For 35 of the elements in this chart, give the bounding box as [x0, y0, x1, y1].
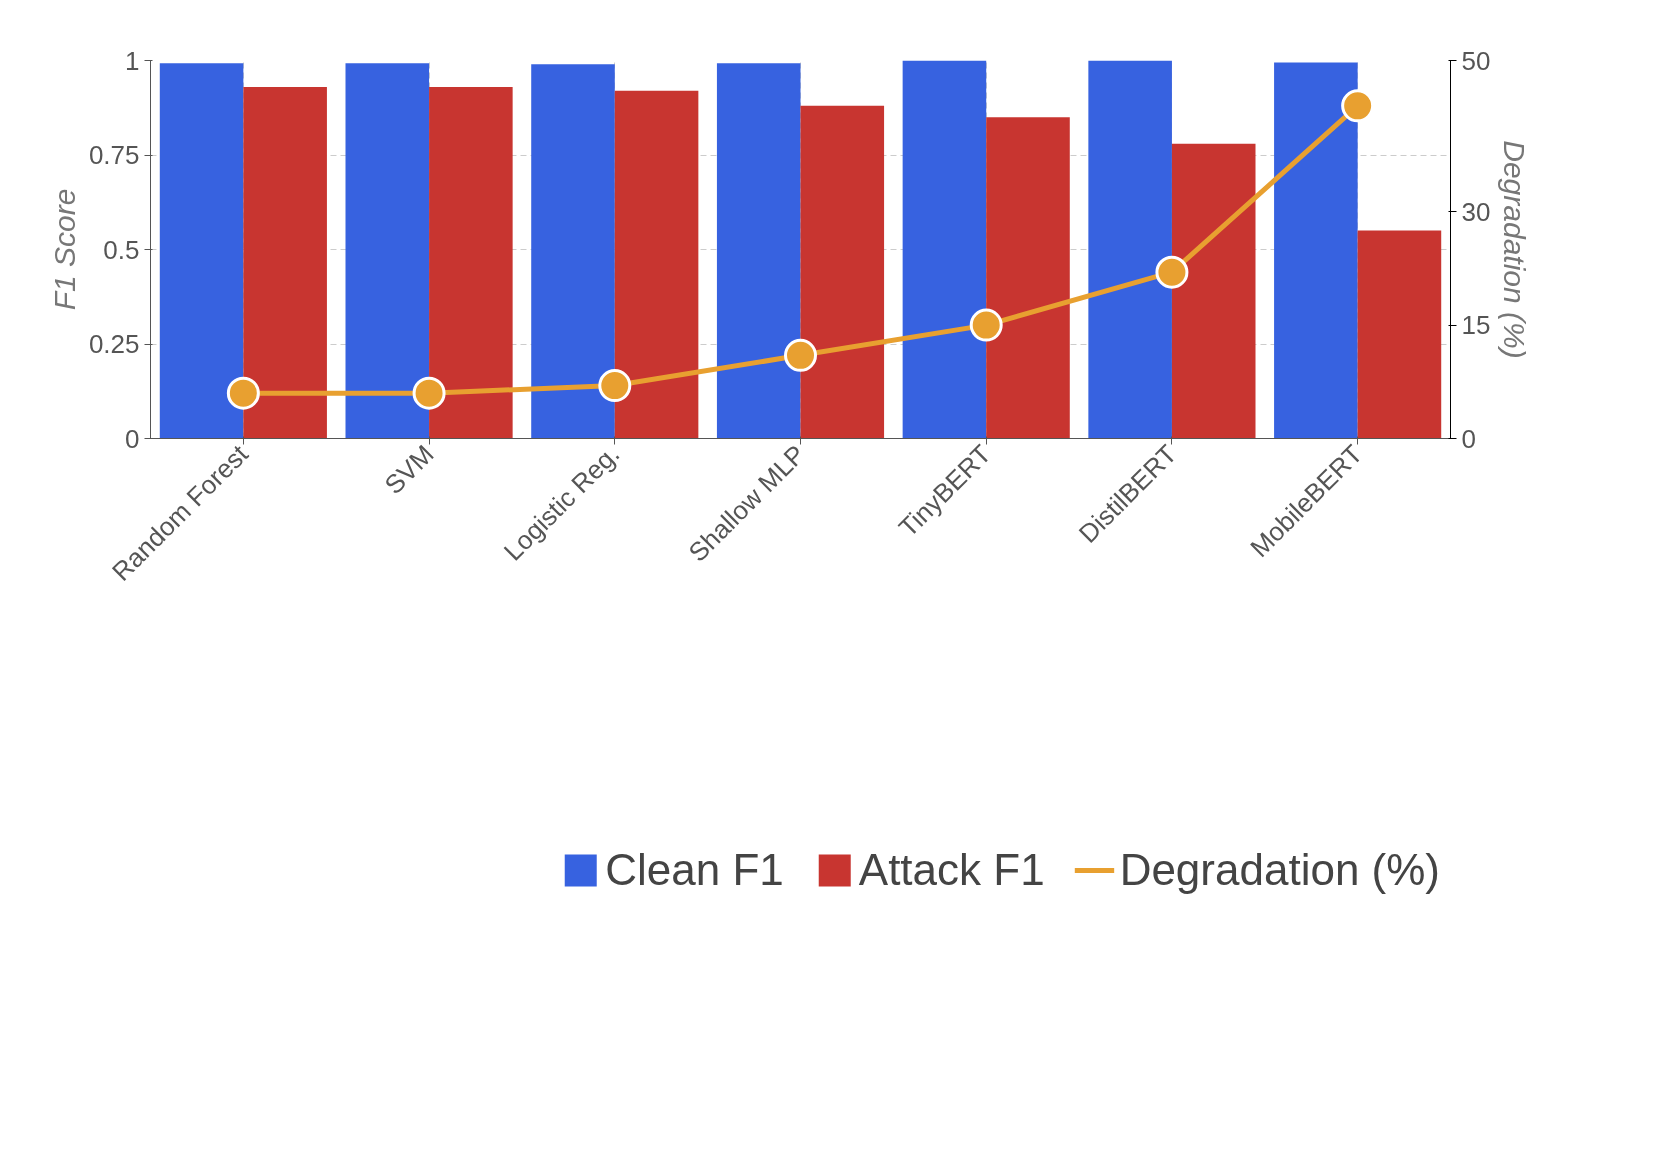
point: [1155, 255, 1189, 289]
y-tick-label: 0: [125, 423, 140, 454]
y-tick-label: 0.5: [103, 234, 140, 265]
y2-tick-label: 30: [1461, 196, 1491, 227]
legend-label: Clean F1: [605, 845, 784, 895]
bar: [800, 105, 885, 439]
bar: [243, 86, 327, 439]
point: [784, 338, 817, 372]
bar: [1088, 60, 1172, 439]
bar: [1357, 230, 1442, 439]
y2-tick-label: 15: [1461, 310, 1491, 341]
bar: [429, 86, 513, 439]
bar: [1274, 62, 1358, 439]
point: [1341, 89, 1375, 123]
y2-axis-title: Degradation (%): [1498, 140, 1532, 359]
bar: [345, 63, 430, 439]
bar: [902, 60, 987, 439]
y2-tick-label: 50: [1461, 45, 1491, 76]
y-axis-title: F1 Score: [47, 188, 81, 311]
y2-tick-label: 0: [1461, 423, 1476, 454]
bar: [159, 63, 244, 439]
bar: [986, 117, 1070, 439]
legend-label: Attack F1: [858, 845, 1045, 895]
point: [969, 308, 1003, 342]
bar: [531, 64, 615, 439]
y-tick-label: 1: [125, 45, 140, 76]
point: [412, 376, 446, 410]
bar: [1171, 143, 1256, 439]
y-tick-label: 0.75: [88, 140, 140, 170]
point: [598, 369, 632, 403]
bar: [716, 63, 801, 439]
point: [226, 376, 260, 410]
y-tick-label: 0.25: [88, 329, 140, 359]
bar: [614, 90, 699, 439]
legend-label: Degradation (%): [1119, 845, 1440, 895]
